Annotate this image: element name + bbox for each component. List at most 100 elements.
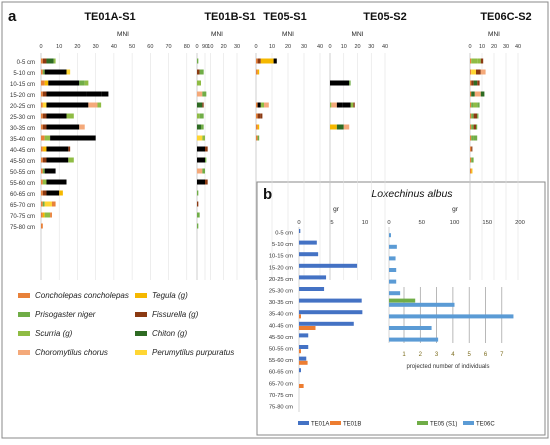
- tick-label: 0: [39, 44, 42, 50]
- legend-swatch: [18, 331, 30, 336]
- bar-segment: [205, 179, 208, 185]
- bar-segment: [197, 80, 201, 86]
- bar-segment: [476, 124, 478, 130]
- secondary-tick-label: 4: [451, 352, 455, 358]
- bar-segment: [41, 124, 43, 130]
- bar-segment: [41, 80, 45, 86]
- bar-segment: [471, 135, 474, 141]
- bar-segment: [205, 146, 208, 152]
- bar-te06c: [389, 302, 455, 307]
- legend-swatch: [298, 421, 309, 425]
- tick-label: 10: [207, 44, 213, 50]
- bar-segment: [257, 102, 261, 108]
- depth-label-a-4: 20-25 cm: [10, 104, 35, 110]
- secondary-tick-label: 2: [419, 352, 423, 358]
- bar-segment: [470, 135, 472, 141]
- axis-label: gr: [333, 206, 340, 213]
- bar-segment: [473, 80, 478, 86]
- chart-loxechinus-right: gr 0 50 100 150 200 1 2 3 4 5 6 7 projected number of…: [387, 206, 524, 370]
- bar-segment: [197, 157, 205, 163]
- bar-segment: [343, 124, 350, 130]
- bar-segment: [197, 212, 200, 218]
- bar-segment: [470, 58, 472, 64]
- bar-segment: [101, 91, 109, 97]
- bar-segment: [42, 124, 47, 130]
- depth-label-a-9: 45-50 cm: [10, 159, 35, 165]
- depth-label-a-2: 10-15 cm: [10, 82, 35, 88]
- bar-te06c: [389, 337, 439, 342]
- bar-te06c: [389, 314, 514, 319]
- bar-te06c: [389, 326, 432, 330]
- bar-segment: [471, 146, 473, 152]
- bar-te01a: [299, 229, 301, 233]
- chart-title: TE05-S2: [363, 11, 406, 23]
- depth-label-b-1: 5-10 cm: [272, 242, 293, 248]
- bar-segment: [197, 146, 205, 152]
- chart-te01a-s1: TE01A-S1 MNI 0 10 20 30 40 50 60 70 80 90: [39, 11, 208, 280]
- bar-segment: [470, 91, 472, 97]
- bar-te01b: [299, 349, 301, 354]
- tick-label: 200: [515, 220, 525, 226]
- legend-label: Choromytilus chorus: [35, 348, 108, 357]
- bar-segment: [350, 102, 354, 108]
- bar-segment: [42, 146, 47, 152]
- legend-label: TE05 (S1): [430, 422, 457, 428]
- bar-te01a: [299, 345, 309, 349]
- tick-label: 80: [184, 44, 190, 50]
- tick-label: 30: [368, 44, 374, 50]
- tick-label: 40: [515, 44, 521, 50]
- bar-segment: [336, 124, 344, 130]
- tick-label: 30: [93, 44, 99, 50]
- bar-segment: [480, 69, 486, 75]
- bar-te01a: [299, 240, 317, 245]
- depth-label-b-5: 25-30 cm: [269, 289, 293, 295]
- bar-segment: [470, 113, 472, 119]
- tick-label: 5: [330, 220, 333, 226]
- bar-segment: [41, 168, 43, 174]
- bar-segment: [202, 102, 204, 108]
- depth-label-b-11: 55-60 cm: [269, 358, 293, 364]
- tick-label: 20: [74, 44, 80, 50]
- bar-segment: [59, 190, 63, 196]
- bar-segment: [330, 80, 350, 86]
- bar-segment: [41, 179, 43, 185]
- depth-label-b-6: 30-35 cm: [269, 300, 293, 306]
- depth-label-a-0: 0-5 cm: [17, 60, 35, 66]
- bar-segment: [480, 58, 484, 64]
- bar-segment: [256, 124, 258, 130]
- bar-segment: [260, 102, 264, 108]
- depth-label-b-13: 65-70 cm: [269, 381, 293, 387]
- bar-te06c: [389, 279, 397, 284]
- bar-segment: [42, 58, 47, 64]
- bar-segment: [471, 69, 476, 75]
- depth-label-b-0: 0-5 cm: [275, 231, 293, 237]
- legend-swatch: [135, 293, 147, 298]
- bar-segment: [42, 102, 47, 108]
- bar-segment: [256, 58, 258, 64]
- depth-label-a-15: 75-80 cm: [10, 225, 35, 231]
- bar-segment: [473, 102, 478, 108]
- tick-label: 20: [491, 44, 497, 50]
- legend-swatch: [135, 350, 147, 355]
- bar-segment: [349, 80, 351, 86]
- tick-label: 50: [129, 44, 135, 50]
- bar-segment: [471, 58, 478, 64]
- bar-segment: [201, 124, 204, 130]
- chart-title: TE01A-S1: [84, 11, 135, 23]
- bar-segment: [257, 124, 260, 130]
- bar-segment: [470, 146, 472, 152]
- bar-segment: [44, 135, 51, 141]
- bar-segment: [197, 135, 203, 141]
- bar-segment: [353, 102, 355, 108]
- bar-te01a: [299, 263, 358, 268]
- depth-label-a-11: 55-60 cm: [10, 181, 35, 187]
- legend-label: Chiton (g): [152, 329, 187, 338]
- bar-segment: [257, 113, 261, 119]
- tick-label: 30: [234, 44, 240, 50]
- bar-segment: [197, 179, 205, 185]
- bar-segment: [471, 157, 474, 163]
- tick-label: 30: [301, 44, 307, 50]
- bar-segment: [202, 91, 207, 97]
- bar-segment: [51, 201, 56, 207]
- depth-label-a-6: 30-35 cm: [10, 126, 35, 132]
